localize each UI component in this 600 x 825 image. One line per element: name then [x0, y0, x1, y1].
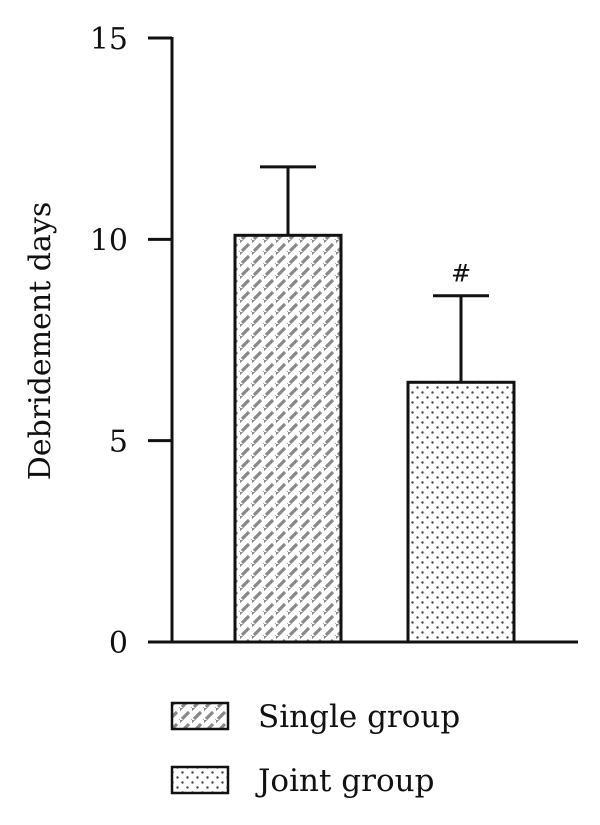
- legend-swatch-1: [170, 701, 230, 731]
- legend-swatch-2: [170, 765, 230, 795]
- y-tick-label-2: 10: [90, 223, 128, 258]
- legend-label-1: Single group: [258, 699, 460, 735]
- y-tick-label-1: 5: [109, 425, 128, 460]
- bar-1: [233, 233, 343, 644]
- y-tick-label-3: 15: [90, 22, 128, 57]
- y-tick-label-0: 0: [109, 626, 128, 661]
- y-axis: 0 5 10 15: [90, 22, 174, 661]
- y-axis-title: Debridement days: [23, 202, 58, 480]
- bar-2: [406, 380, 516, 644]
- bars: [233, 233, 516, 644]
- legend: Single group Joint group: [170, 699, 460, 799]
- annotations: #: [451, 260, 471, 288]
- error-bars: [260, 165, 489, 383]
- legend-label-2: Joint group: [255, 763, 434, 799]
- significance-mark-2: #: [451, 260, 471, 288]
